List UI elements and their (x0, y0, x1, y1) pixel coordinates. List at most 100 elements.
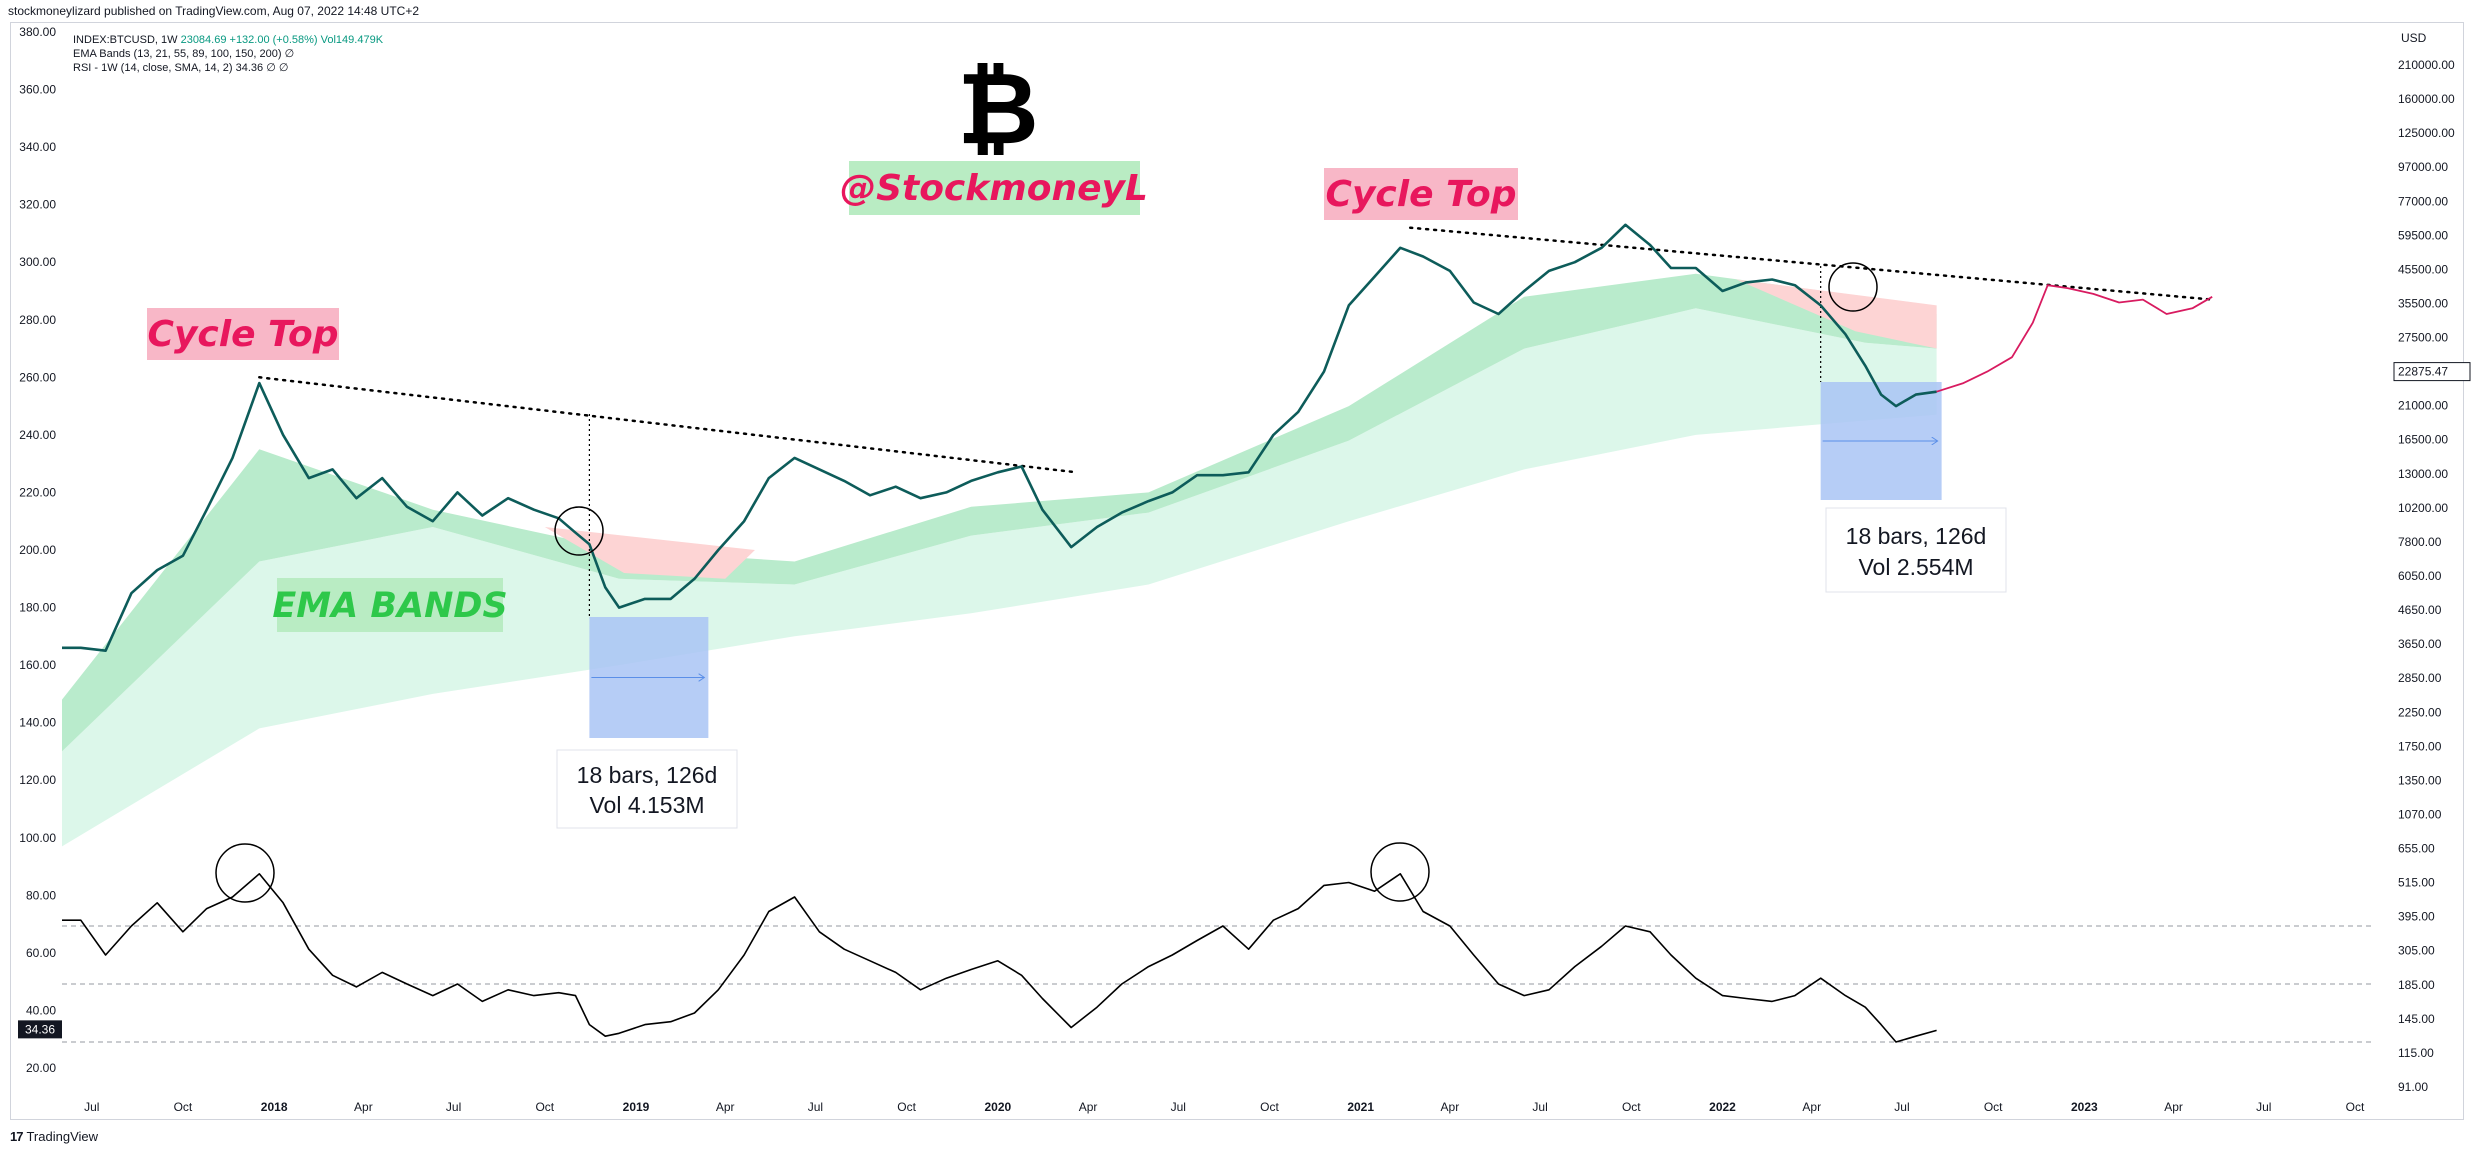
current-price-badge (2393, 362, 2471, 382)
publisher-line: stockmoneylizard published on TradingVie… (8, 4, 420, 18)
cycle-top-right-label: Cycle Top (1326, 174, 1517, 215)
chart-legend: INDEX:BTCUSD, 1W 23084.69 +132.00 (+0.58… (73, 33, 383, 75)
x-axis-tick-label: Oct (1984, 1100, 2003, 1114)
right-axis-tick-label: 3650.00 (2398, 637, 2442, 651)
right-axis-tick-label: 305.00 (2398, 944, 2435, 958)
legend-ema-row: EMA Bands (13, 21, 55, 89, 100, 150, 200… (73, 48, 295, 60)
left-axis-tick-label: 140.00 (19, 716, 56, 730)
right-axis-tick-label: 115.00 (2398, 1046, 2434, 1060)
right-axis-tick-label: 10200.00 (2398, 501, 2448, 515)
watermark-label: @StockmoneyL (840, 168, 1148, 209)
circle-annotation (215, 843, 275, 903)
right-axis-tick-label: 22875.47 (2398, 365, 2448, 379)
circle-annotation (1828, 262, 1878, 312)
tradingview-logo-icon: 17 (10, 1129, 24, 1144)
cycle-top-right-bg (1324, 168, 1518, 220)
right-axis-unit: USD (2401, 31, 2427, 45)
measure-tools (588, 266, 1942, 738)
x-axis-tick-label: Oct (535, 1100, 554, 1114)
brand-name: TradingView (26, 1129, 99, 1144)
measure-info-1-line2: Vol 4.153M (589, 792, 704, 818)
ema-bear-wedge (544, 526, 755, 579)
right-axis-tick-label: 21000.00 (2398, 399, 2448, 413)
x-axis-tick-label: 2021 (1347, 1100, 1374, 1114)
cycle-top-left-label: Cycle Top (148, 314, 339, 355)
circle-annotation (1370, 842, 1430, 902)
chart-frame[interactable] (10, 22, 2464, 1120)
measure-info-box-1 (556, 749, 738, 829)
bitcoin-symbol-icon: ₿ (957, 50, 1039, 167)
left-axis-tick-label: 320.00 (19, 198, 56, 212)
x-axis-tick-label: Jul (1894, 1100, 1909, 1114)
x-axis-tick-label: Apr (1441, 1100, 1460, 1114)
footer-brand[interactable]: 17 TradingView (10, 1129, 98, 1144)
right-axis-tick-label: 1070.00 (2398, 807, 2442, 821)
right-axis-tick-label: 7800.00 (2398, 535, 2442, 549)
left-axis-tick-label: 160.00 (19, 658, 56, 672)
measure-info-2-line1: 18 bars, 126d (1846, 523, 1987, 549)
current-value-label: 34.36 (25, 1022, 55, 1036)
right-axis-tick-label: 97000.00 (2398, 160, 2448, 174)
cycle-top-left-bg (147, 308, 339, 360)
rsi-panel (62, 873, 2372, 1043)
right-axis-tick-label: 1750.00 (2398, 739, 2442, 753)
axes: 380.00 360.00 340.00 320.00 300.00 280.00 260.… (18, 25, 2471, 1114)
trendline-dotted (258, 376, 1078, 474)
left-axis-tick-label: 340.00 (19, 140, 56, 154)
x-axis-tick-label: 2020 (984, 1100, 1011, 1114)
right-axis-tick-label: 6050.00 (2398, 569, 2442, 583)
x-axis-tick-label: 2019 (623, 1100, 650, 1114)
right-axis-tick-label: 77000.00 (2398, 194, 2448, 208)
right-axis-tick-label: 145.00 (2398, 1012, 2435, 1026)
left-axis-tick-label: 80.00 (26, 888, 56, 902)
x-axis-tick-label: Oct (897, 1100, 916, 1114)
right-axis-tick-label: 515.00 (2398, 876, 2435, 890)
trendline-dotted (1408, 226, 2214, 301)
x-axis-tick-label: Oct (2346, 1100, 2365, 1114)
right-axis-tick-label: 395.00 (2398, 910, 2435, 924)
ema-band-outer (62, 308, 1937, 847)
left-axis-tick-label: 360.00 (19, 83, 56, 97)
left-axis-tick-label: 180.00 (19, 601, 56, 615)
left-axis-tick-label: 100.00 (19, 831, 56, 845)
right-axis-tick-label: 16500.00 (2398, 433, 2448, 447)
x-axis-tick-label: Jul (1171, 1100, 1186, 1114)
left-axis-tick-label: 40.00 (26, 1003, 56, 1017)
right-axis-tick-label: 210000.00 (2398, 58, 2455, 72)
x-axis-tick-label: Apr (2164, 1100, 2183, 1114)
right-axis-tick-label: 35500.00 (2398, 296, 2448, 310)
left-axis-tick-label: 380.00 (19, 25, 56, 39)
right-axis-tick-label: 59500.00 (2398, 228, 2448, 242)
price-series (62, 223, 2213, 652)
watermark-bg (849, 161, 1140, 215)
right-axis-tick-label: 4650.00 (2398, 603, 2442, 617)
legend-symbol: INDEX:BTCUSD, 1W (73, 34, 178, 46)
ema-bear-wedge (1736, 279, 1937, 349)
left-axis-tick-label: 20.00 (26, 1061, 56, 1075)
left-axis-tick-label: 300.00 (19, 255, 56, 269)
right-axis-tick-label: 13000.00 (2398, 467, 2448, 481)
x-axis-tick-label: Apr (1802, 1100, 1821, 1114)
x-axis-tick-label: Jul (446, 1100, 461, 1114)
measure-info-box-2 (1825, 507, 2007, 593)
ema-band-inner (62, 273, 1937, 752)
ema-bands-ribbon (62, 273, 1937, 847)
x-axis-tick-label: 2018 (261, 1100, 288, 1114)
legend-rsi-row: RSI - 1W (14, close, SMA, 14, 2) 34.36 ∅… (73, 62, 289, 74)
ema-bands-label: EMA BANDS (272, 586, 507, 626)
current-value-badge (18, 1020, 62, 1039)
x-axis-tick-label: Apr (354, 1100, 373, 1114)
x-axis-tick-label: Jul (1532, 1100, 1547, 1114)
ema-bands-label-bg (277, 578, 503, 632)
legend-symbol-row: INDEX:BTCUSD, 1W 23084.69 +132.00 (+0.58… (73, 33, 383, 47)
right-axis-tick-label: 27500.00 (2398, 331, 2448, 345)
left-axis-tick-label: 220.00 (19, 485, 56, 499)
forecast-line (1936, 284, 2213, 393)
x-axis-tick-label: Oct (1260, 1100, 1279, 1114)
left-axis-tick-label: 260.00 (19, 370, 56, 384)
x-axis-tick-label: Apr (716, 1100, 735, 1114)
right-axis-tick-label: 1350.00 (2398, 773, 2442, 787)
left-axis-tick-label: 120.00 (19, 773, 56, 787)
rsi-line (62, 873, 1937, 1043)
